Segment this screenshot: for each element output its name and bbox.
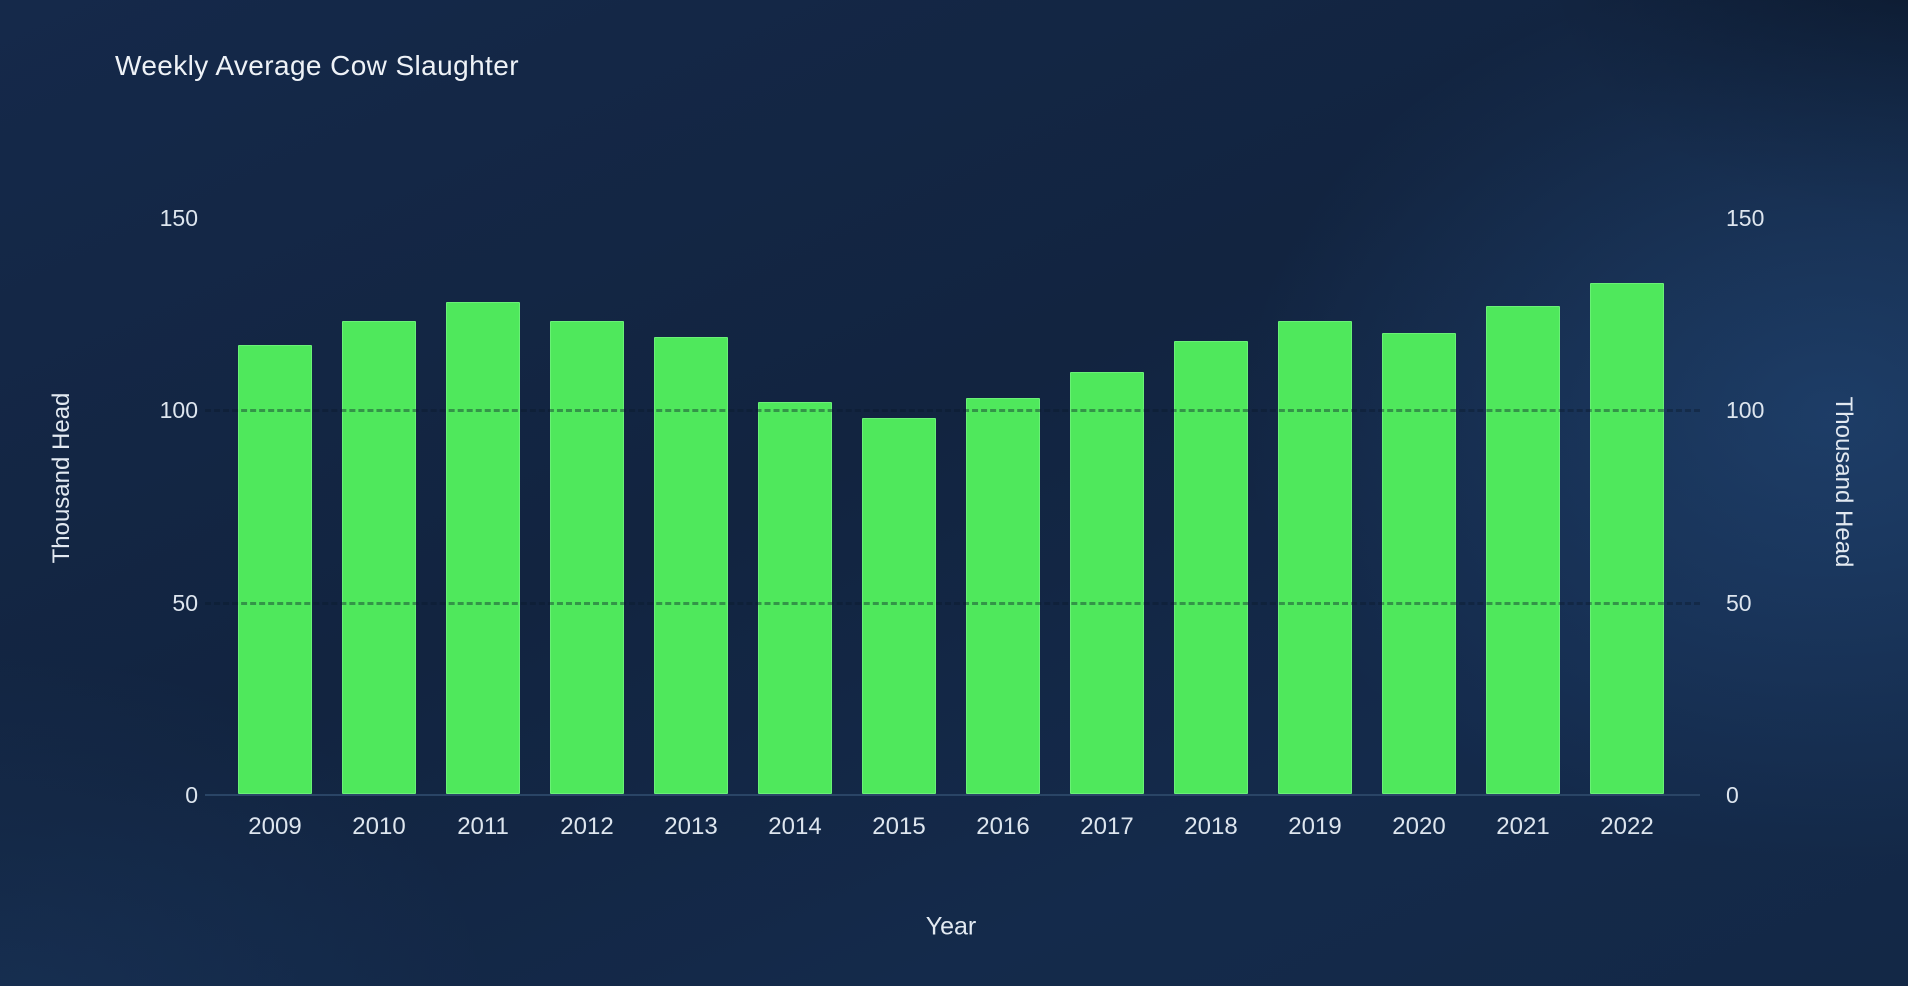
x-label-2013: 2013: [664, 813, 718, 840]
x-label-2019: 2019: [1288, 813, 1342, 840]
x-label-2012: 2012: [560, 813, 614, 840]
bar-2019[interactable]: [1278, 321, 1352, 794]
x-label-2016: 2016: [976, 813, 1030, 840]
bar-2015[interactable]: [862, 417, 936, 794]
bar-2014[interactable]: [758, 402, 832, 794]
x-label-2015: 2015: [872, 813, 926, 840]
x-label-2022: 2022: [1600, 813, 1654, 840]
x-label-2014: 2014: [768, 813, 822, 840]
y-tick-right-50: 50: [1726, 589, 1752, 616]
y-tick-right-0: 0: [1726, 782, 1739, 808]
bar-2013[interactable]: [654, 336, 728, 794]
x-label-2020: 2020: [1392, 813, 1446, 840]
y-tick-left-50: 50: [172, 589, 198, 616]
bar-2017[interactable]: [1070, 371, 1144, 794]
bar-2010[interactable]: [342, 321, 416, 794]
x-label-2017: 2017: [1080, 813, 1134, 840]
y-tick-left-0: 0: [185, 782, 198, 808]
x-label-2009: 2009: [248, 813, 302, 840]
y-axis-title-left: Thousand Head: [48, 392, 75, 564]
y-tick-right-100: 100: [1726, 397, 1765, 423]
gridline-100: [205, 409, 1700, 412]
x-label-2011: 2011: [457, 813, 509, 840]
x-label-2010: 2010: [352, 813, 406, 840]
bar-2012[interactable]: [550, 321, 624, 794]
y-tick-left-100: 100: [159, 397, 198, 423]
y-tick-right-150: 150: [1726, 204, 1765, 231]
gridline-50: [205, 601, 1700, 605]
bar-2022[interactable]: [1590, 282, 1664, 794]
x-axis-line: [205, 794, 1700, 796]
chart-title: Weekly Average Cow Slaughter: [115, 50, 519, 81]
bar-2018[interactable]: [1174, 340, 1248, 794]
bar-2020[interactable]: [1382, 333, 1456, 794]
x-label-2018: 2018: [1184, 813, 1238, 840]
bar-2016[interactable]: [966, 398, 1040, 794]
x-label-2021: 2021: [1496, 813, 1550, 840]
y-tick-left-150: 150: [159, 204, 198, 231]
x-axis-title: Year: [925, 912, 977, 941]
bar-2021[interactable]: [1486, 306, 1560, 794]
bar-2009[interactable]: [238, 344, 312, 794]
bar-2011[interactable]: [446, 302, 520, 794]
